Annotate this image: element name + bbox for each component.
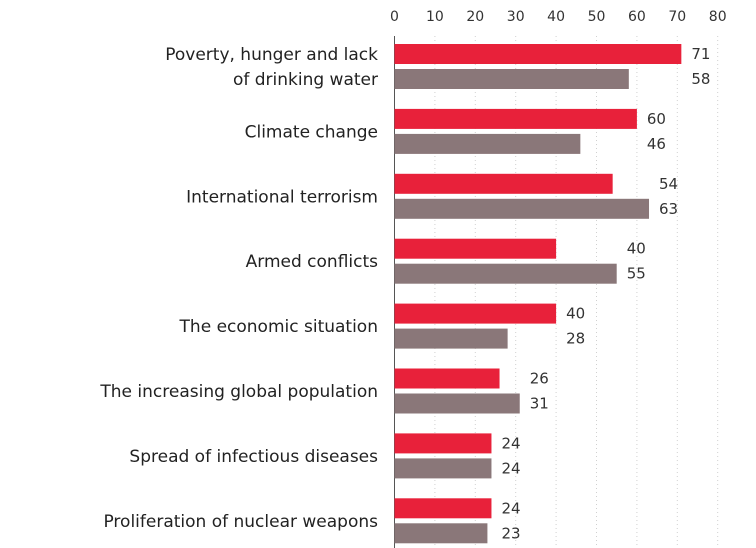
data-label: 28: [566, 330, 585, 348]
data-label: 63: [659, 200, 678, 218]
bar-series-1: [394, 433, 492, 454]
category-label-line: International terrorism: [186, 187, 378, 207]
bar-series-1: [394, 238, 557, 259]
x-axis-ticks: 0 10 20 30 40 50 60 70 80: [390, 9, 727, 25]
x-tick-label: 60: [628, 9, 646, 25]
x-tick-label: 20: [466, 9, 484, 25]
bar-series-2: [394, 458, 492, 479]
x-tick-label: 70: [668, 9, 686, 25]
bar-series-1: [394, 108, 637, 129]
x-tick-label: 50: [588, 9, 606, 25]
data-label: 31: [530, 395, 549, 413]
category-label-line: of drinking water: [233, 70, 378, 90]
data-label: 24: [501, 434, 520, 452]
bar-series-2: [394, 133, 581, 154]
category-label: Proliferation of nuclear weapons: [103, 512, 378, 532]
x-tick-label: 30: [507, 9, 525, 25]
category-label: Armed conflicts: [246, 252, 378, 272]
gridlines: [394, 36, 719, 548]
bar-series-2: [394, 523, 488, 544]
category-label: The increasing global population: [99, 382, 378, 402]
data-label: 55: [627, 265, 646, 283]
bar-series-1: [394, 173, 613, 194]
category-labels: Poverty, hunger and lack of drinking wate…: [99, 45, 378, 532]
category-label-line: The economic situation: [179, 317, 378, 337]
data-label: 58: [691, 70, 710, 88]
data-label: 26: [530, 370, 549, 388]
category-label-line: Poverty, hunger and lack: [165, 45, 378, 65]
value-labels: 71 58 60 46 54 63 40 55 40 28 26 31 24 24 24 23: [501, 45, 710, 542]
bar-series-1: [394, 498, 492, 519]
data-label: 40: [627, 240, 646, 258]
data-label: 54: [659, 175, 678, 193]
category-label: The economic situation: [179, 317, 378, 337]
category-label-line: Armed conflicts: [246, 252, 378, 272]
bar-series-2: [394, 263, 617, 284]
data-label: 40: [566, 305, 585, 323]
category-label-line: Proliferation of nuclear weapons: [103, 512, 378, 532]
category-label: International terrorism: [186, 187, 378, 207]
data-label: 24: [501, 499, 520, 517]
category-label-line: The increasing global population: [99, 382, 378, 402]
bar-series-2: [394, 328, 508, 349]
data-label: 23: [501, 524, 520, 542]
chart-title-fragment: (%): [78, 0, 111, 2]
data-label: 71: [691, 45, 710, 63]
data-label: 60: [647, 110, 666, 128]
category-label-line: Climate change: [245, 122, 378, 142]
x-tick-label: 40: [547, 9, 565, 25]
data-label: 24: [501, 459, 520, 477]
bar-series-1: [394, 368, 500, 389]
bar-series-1: [394, 44, 682, 64]
category-label: Spread of infectious diseases: [129, 447, 378, 467]
bar-series-2: [394, 198, 650, 219]
category-label-line: Spread of infectious diseases: [129, 447, 378, 467]
bar-series-2: [394, 393, 520, 414]
category-label: Poverty, hunger and lack of drinking wate…: [165, 45, 378, 90]
data-label: 46: [647, 135, 666, 153]
x-tick-label: 10: [426, 9, 444, 25]
x-tick-label: 80: [709, 9, 727, 25]
bars: [394, 44, 682, 544]
bar-series-1: [394, 303, 557, 324]
bar-series-2: [394, 69, 629, 89]
x-tick-label: 0: [390, 9, 399, 25]
category-label: Climate change: [245, 122, 378, 142]
